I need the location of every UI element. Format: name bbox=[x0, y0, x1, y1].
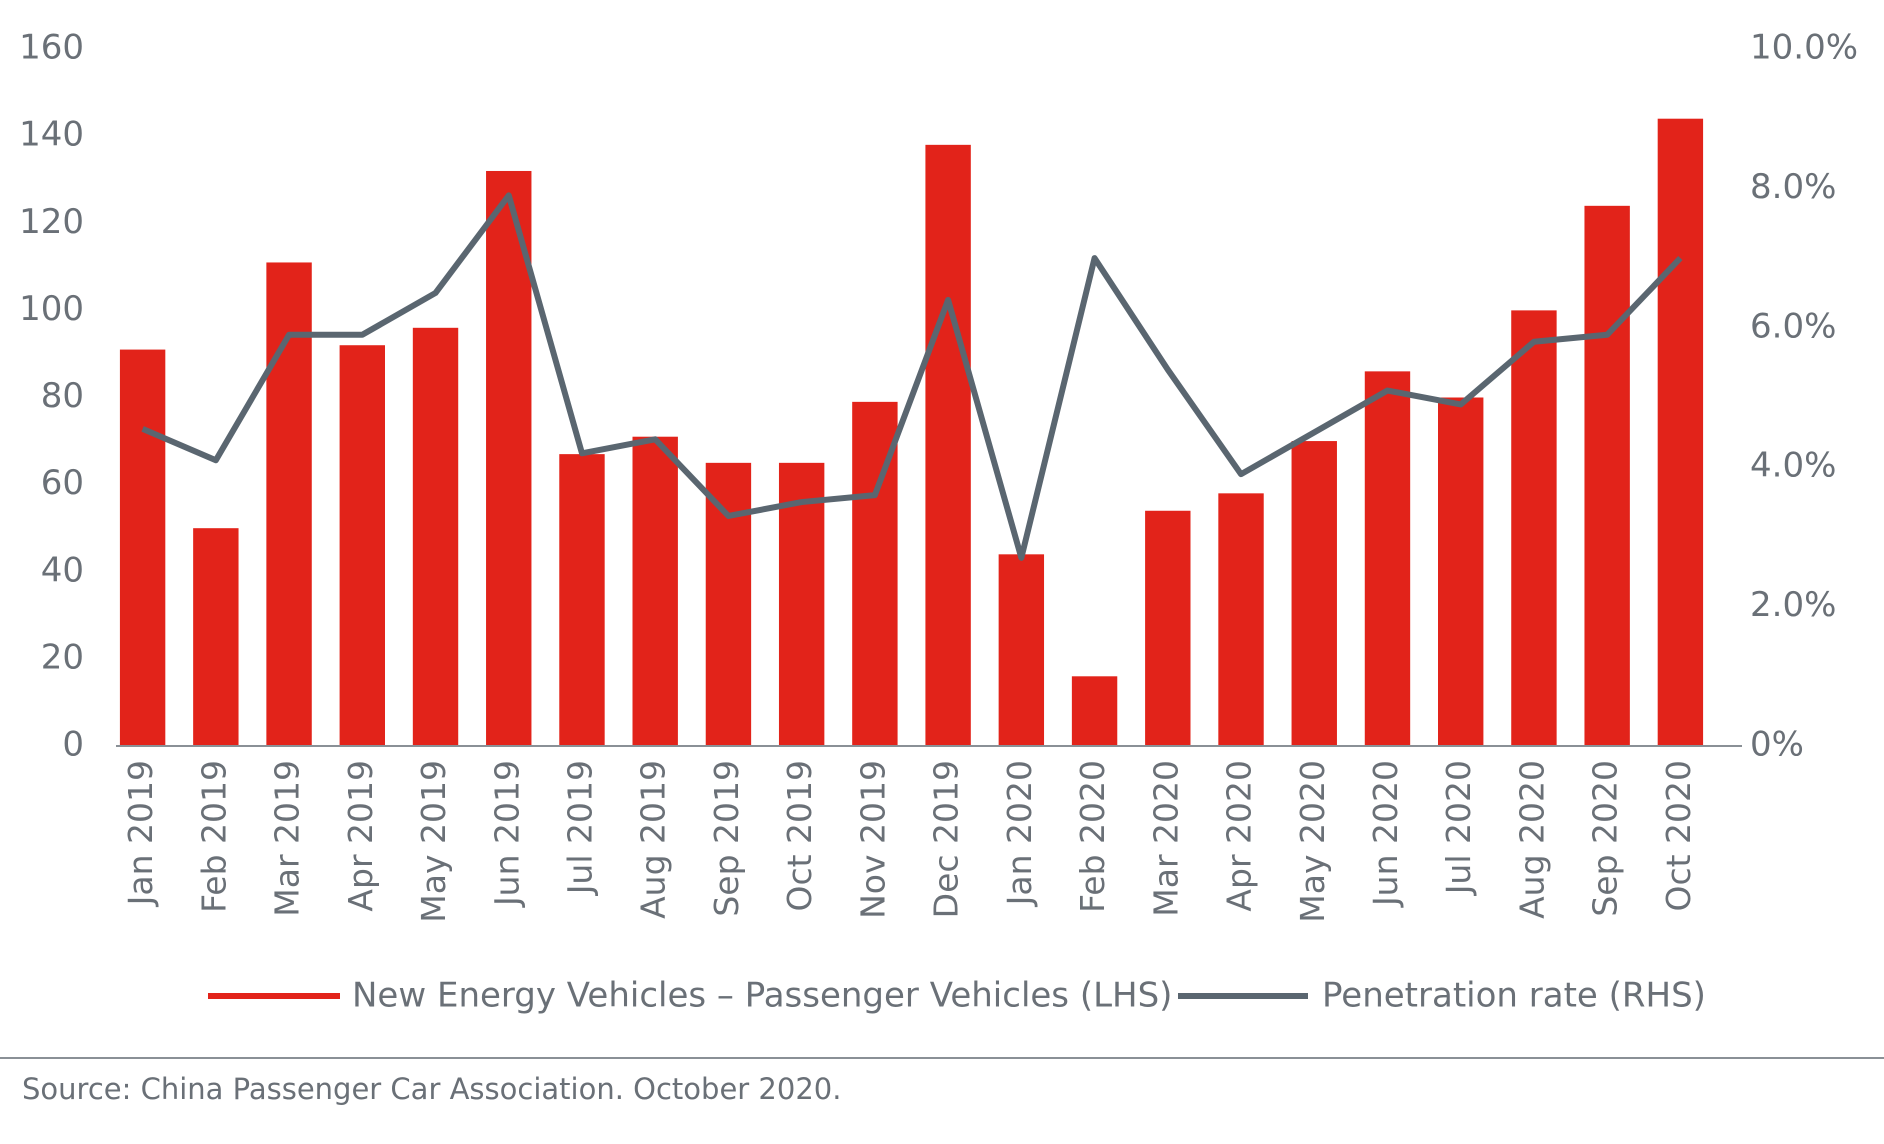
x-tick-label: Mar 2019 bbox=[268, 760, 307, 917]
bar bbox=[1657, 118, 1704, 746]
y2-tick-label: 8.0% bbox=[1750, 167, 1836, 207]
y2-tick-label: 6.0% bbox=[1750, 306, 1836, 346]
bar bbox=[998, 554, 1045, 746]
x-tick-label: May 2020 bbox=[1293, 760, 1332, 923]
bar bbox=[632, 436, 678, 746]
legend-label: Penetration rate (RHS) bbox=[1322, 976, 1706, 1016]
x-tick-label: Jul 2020 bbox=[1439, 760, 1478, 896]
x-tick-label: Dec 2019 bbox=[927, 760, 966, 918]
y-tick-label: 120 bbox=[19, 202, 84, 242]
x-tick-label: Jan 2019 bbox=[121, 760, 160, 907]
x-tick-label: Jul 2019 bbox=[560, 760, 599, 896]
bar bbox=[1145, 510, 1191, 746]
y-tick-label: 40 bbox=[41, 550, 84, 590]
x-tick-label: Mar 2020 bbox=[1146, 760, 1185, 917]
x-tick-label: Sep 2019 bbox=[707, 760, 746, 917]
bar bbox=[1291, 441, 1337, 746]
y-tick-label: 0 bbox=[62, 725, 84, 765]
x-tick-label: Sep 2020 bbox=[1586, 760, 1625, 917]
bar bbox=[266, 262, 312, 746]
bar bbox=[778, 462, 825, 746]
x-tick-label: Jun 2020 bbox=[1366, 760, 1405, 908]
y-tick-label: 140 bbox=[19, 115, 84, 155]
x-tick-label: Jun 2019 bbox=[487, 760, 526, 908]
legend-label: New Energy Vehicles – Passenger Vehicles… bbox=[352, 976, 1172, 1016]
bar bbox=[925, 144, 971, 746]
bar bbox=[1364, 371, 1411, 746]
x-tick-label: Apr 2019 bbox=[341, 760, 380, 912]
bar bbox=[1584, 205, 1630, 746]
y-tick-label: 20 bbox=[41, 637, 84, 677]
line-series bbox=[141, 192, 1683, 561]
bar bbox=[559, 454, 605, 746]
bar bbox=[1438, 397, 1484, 746]
bar bbox=[119, 349, 166, 746]
x-tick-label: Apr 2020 bbox=[1220, 760, 1259, 912]
y2-tick-label: 0% bbox=[1750, 725, 1804, 765]
y2-tick-label: 10.0% bbox=[1750, 28, 1858, 68]
x-tick-label: Aug 2019 bbox=[634, 760, 673, 919]
x-tick-label: Aug 2020 bbox=[1512, 760, 1551, 919]
bar bbox=[1218, 493, 1264, 746]
x-tick-label: Oct 2020 bbox=[1659, 760, 1698, 912]
x-tick-label: Feb 2019 bbox=[194, 760, 233, 913]
x-tick-label: Nov 2019 bbox=[853, 760, 892, 919]
bar bbox=[1071, 676, 1118, 746]
y-tick-label: 160 bbox=[19, 28, 84, 68]
y-tick-label: 60 bbox=[41, 463, 84, 503]
y2-tick-label: 4.0% bbox=[1750, 446, 1836, 486]
x-tick-label: Jan 2020 bbox=[1000, 760, 1039, 907]
x-tick-label: May 2019 bbox=[414, 760, 453, 923]
bar bbox=[193, 528, 239, 746]
x-tick-label: Oct 2019 bbox=[780, 760, 819, 912]
y-tick-label: 80 bbox=[41, 376, 84, 416]
y2-tick-label: 2.0% bbox=[1750, 585, 1836, 625]
bar bbox=[1511, 310, 1557, 746]
bar bbox=[339, 345, 385, 746]
y-tick-label: 100 bbox=[19, 289, 84, 329]
x-tick-label: Feb 2020 bbox=[1073, 760, 1112, 913]
bar bbox=[412, 327, 459, 746]
bar bbox=[705, 462, 752, 746]
bar bbox=[486, 170, 532, 747]
source-note: Source: China Passenger Car Association.… bbox=[22, 1072, 841, 1106]
